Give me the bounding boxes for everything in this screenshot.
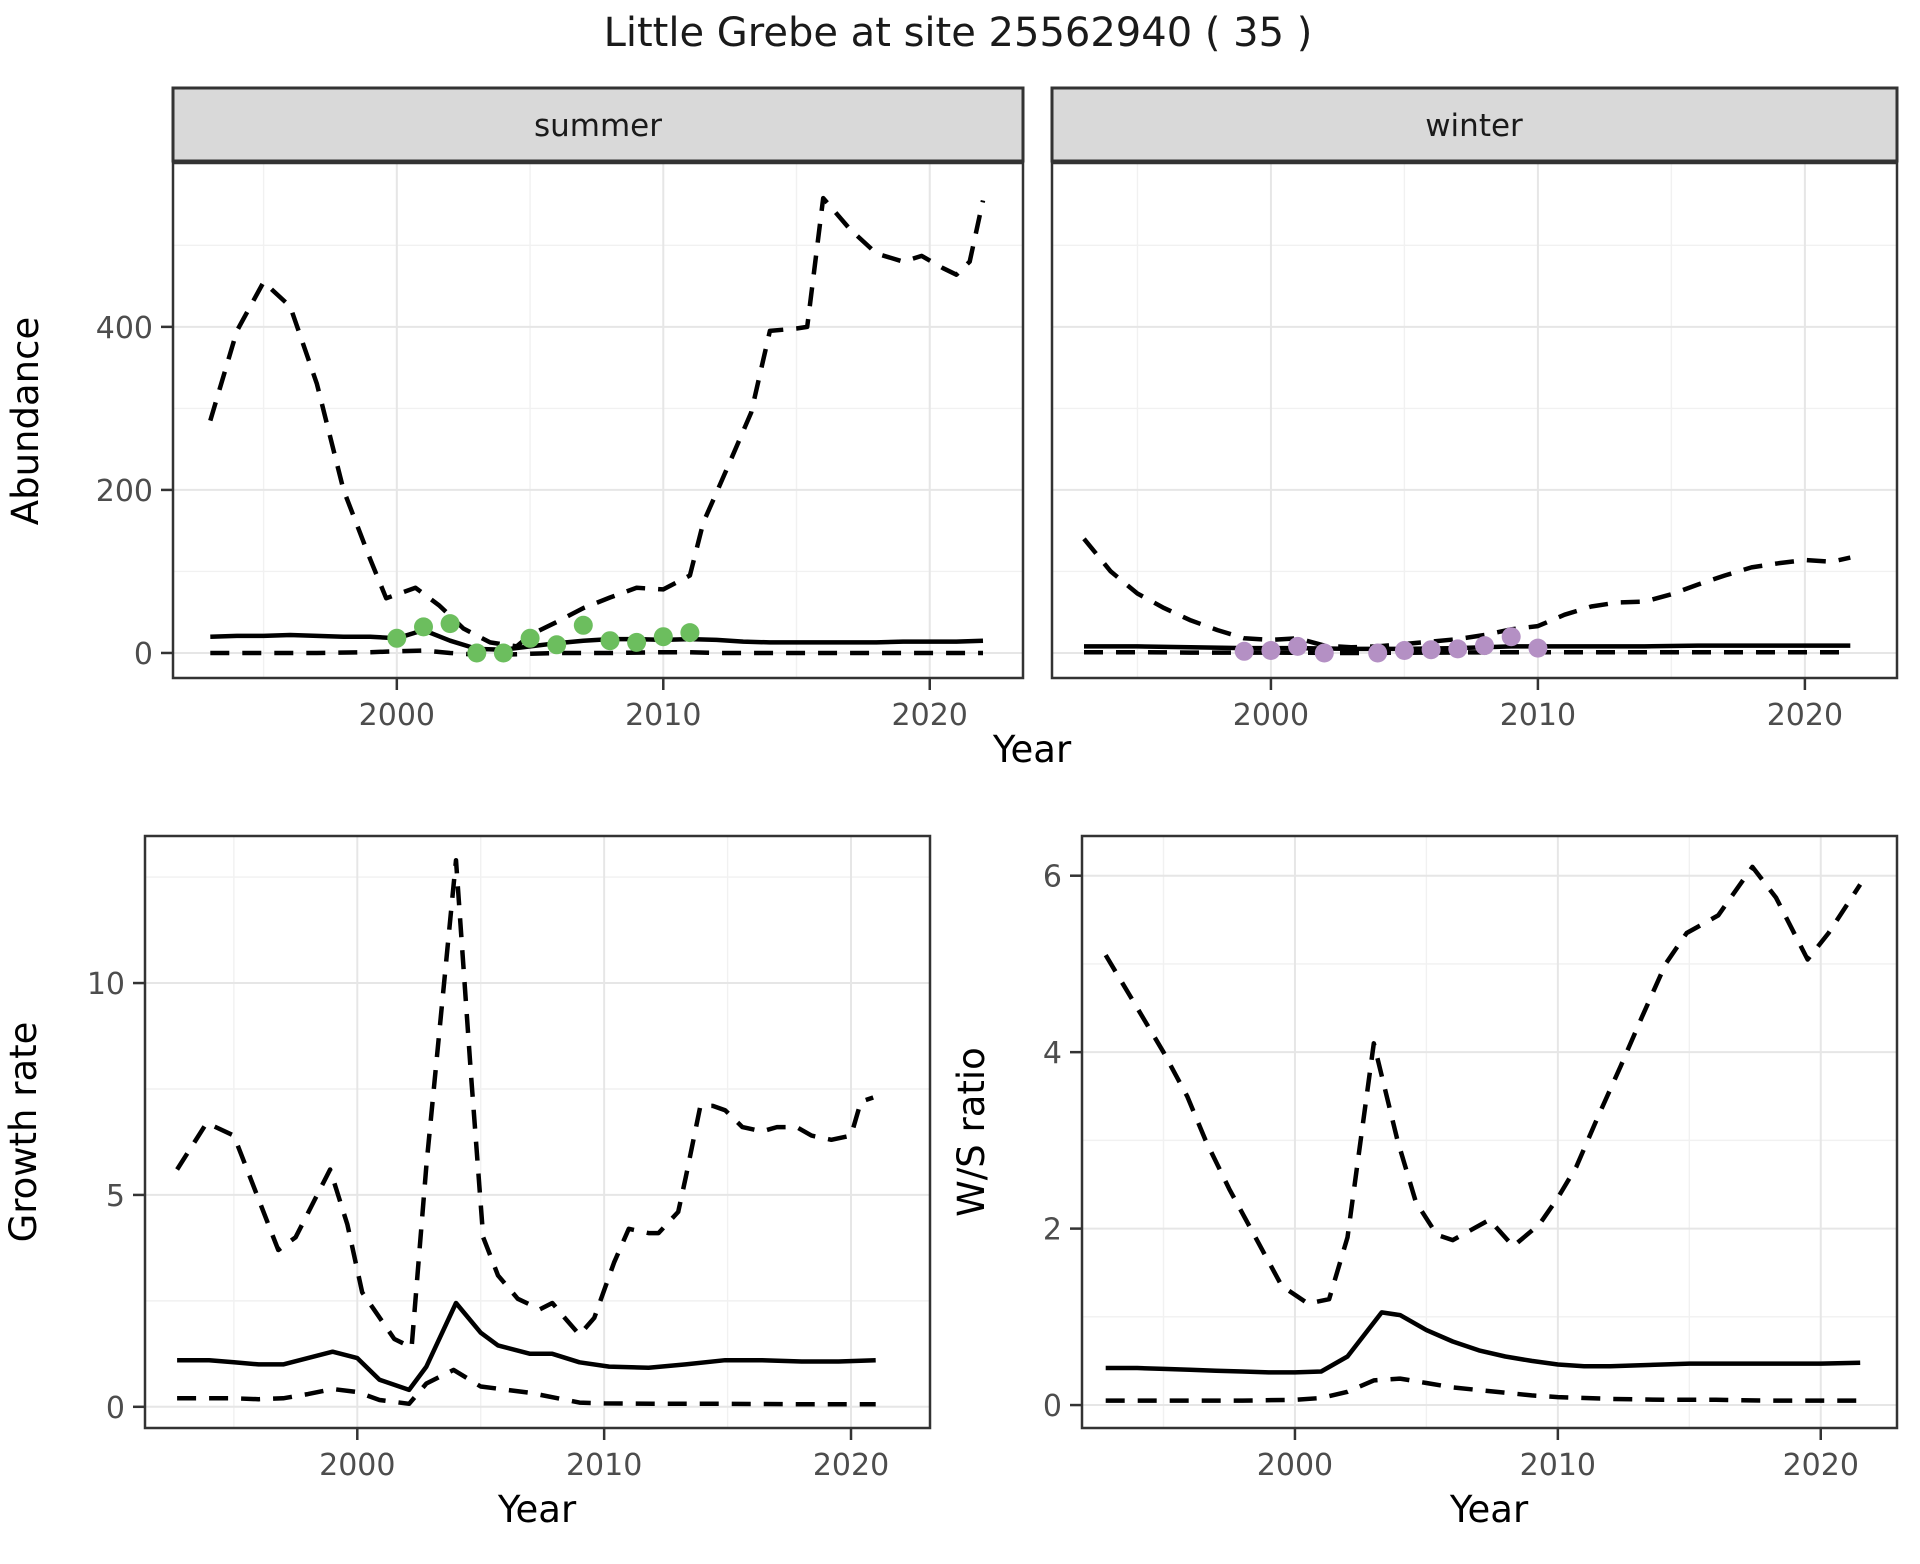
winter-lower-credible-line <box>1084 649 1851 656</box>
ws-y-tick-label: 2 <box>1043 1213 1062 1248</box>
data-point <box>1368 643 1388 663</box>
summer-y-tick-label: 400 <box>96 311 153 346</box>
ws-axis-title: W/S ratio <box>950 1047 993 1217</box>
growth-panel-border <box>143 834 932 1430</box>
winter-panel-border <box>1050 161 1899 680</box>
ws-y-tick-label: 4 <box>1043 1036 1062 1071</box>
data-point <box>1475 636 1494 656</box>
summer-median-line <box>210 627 984 652</box>
data-point <box>547 635 567 655</box>
data-point <box>440 614 460 634</box>
ws-x-tick-label: 2000 <box>1257 1448 1333 1483</box>
data-point <box>1394 641 1414 660</box>
winter-x-tick-label: 2010 <box>1500 698 1576 733</box>
facet-strip-winter <box>1050 86 1899 163</box>
growth-upper-credible-line <box>175 857 874 1350</box>
panel-winter: 2000 2010 2020 <box>1050 161 1899 733</box>
facet-strip-summer-label: summer <box>534 108 662 144</box>
data-point <box>467 643 487 663</box>
growth-y-tick-label: 10 <box>87 967 125 1002</box>
data-point <box>653 627 673 647</box>
data-point <box>680 623 700 643</box>
panel-summer: 2000 2010 2020 0 200 400 <box>96 161 1025 733</box>
ws-x-tick-label: 2010 <box>1520 1448 1596 1483</box>
growth-x-tick-label: 2020 <box>813 1448 889 1483</box>
panel-growth: 2000 2010 2020 0 5 10 <box>87 834 932 1483</box>
winter-x-tick-label: 2000 <box>1233 698 1309 733</box>
panel-ws: 2000 2010 2020 0 2 4 6 <box>1043 834 1899 1483</box>
data-point <box>1501 627 1521 647</box>
abundance-axis-title: Abundance <box>4 317 47 525</box>
facet-strips: summer winter <box>171 86 1899 163</box>
data-point <box>1288 636 1308 656</box>
data-point <box>414 617 433 637</box>
ws-upper-credible-line <box>1103 864 1863 1306</box>
growth-median-line <box>177 1300 876 1393</box>
growth-axis-title: Growth rate <box>2 1022 45 1243</box>
growth-lower-credible-line <box>177 1367 876 1407</box>
summer-x-tick-label: 2010 <box>625 698 701 733</box>
summer-y-tick-label: 0 <box>134 637 153 672</box>
ws-median-line <box>1105 1310 1861 1375</box>
figure-title: Little Grebe at site 25562940 ( 35 ) <box>604 10 1313 56</box>
top-x-axis-title: Year <box>992 728 1072 771</box>
growth-x-tick-label: 2010 <box>566 1448 642 1483</box>
ws-panel-border <box>1080 834 1899 1430</box>
data-point <box>1448 639 1468 659</box>
ws-y-tick-label: 0 <box>1043 1389 1062 1424</box>
growth-y-tick-label: 0 <box>106 1391 125 1426</box>
growth-y-tick-label: 5 <box>106 1179 125 1214</box>
data-point <box>493 643 513 663</box>
ws-x-tick-label: 2020 <box>1783 1448 1859 1483</box>
growth-x-tick-label: 2000 <box>319 1448 395 1483</box>
data-point <box>600 631 620 651</box>
data-point <box>573 615 593 635</box>
summer-x-tick-label: 2000 <box>359 698 435 733</box>
facet-strip-winter-label: winter <box>1425 108 1523 144</box>
data-point <box>387 628 407 648</box>
winter-upper-credible-line <box>1082 537 1851 650</box>
summer-y-tick-label: 200 <box>96 474 153 509</box>
data-point <box>520 628 540 648</box>
data-point <box>1261 641 1281 660</box>
data-point <box>1234 641 1254 661</box>
facet-strip-summer <box>171 86 1025 163</box>
summer-x-tick-label: 2020 <box>892 698 968 733</box>
summer-panel-border <box>171 161 1025 680</box>
winter-observed-points <box>1234 627 1548 663</box>
data-point <box>627 632 647 652</box>
summer-observed-points <box>387 614 700 663</box>
growth-x-axis-title: Year <box>497 1488 577 1531</box>
winter-x-tick-label: 2020 <box>1767 698 1843 733</box>
ws-y-tick-label: 6 <box>1043 860 1062 895</box>
data-point <box>1314 643 1334 663</box>
data-point <box>1421 640 1441 660</box>
summer-lower-credible-line <box>210 648 983 657</box>
data-point <box>1528 638 1548 658</box>
ws-x-axis-title: Year <box>1449 1488 1529 1531</box>
